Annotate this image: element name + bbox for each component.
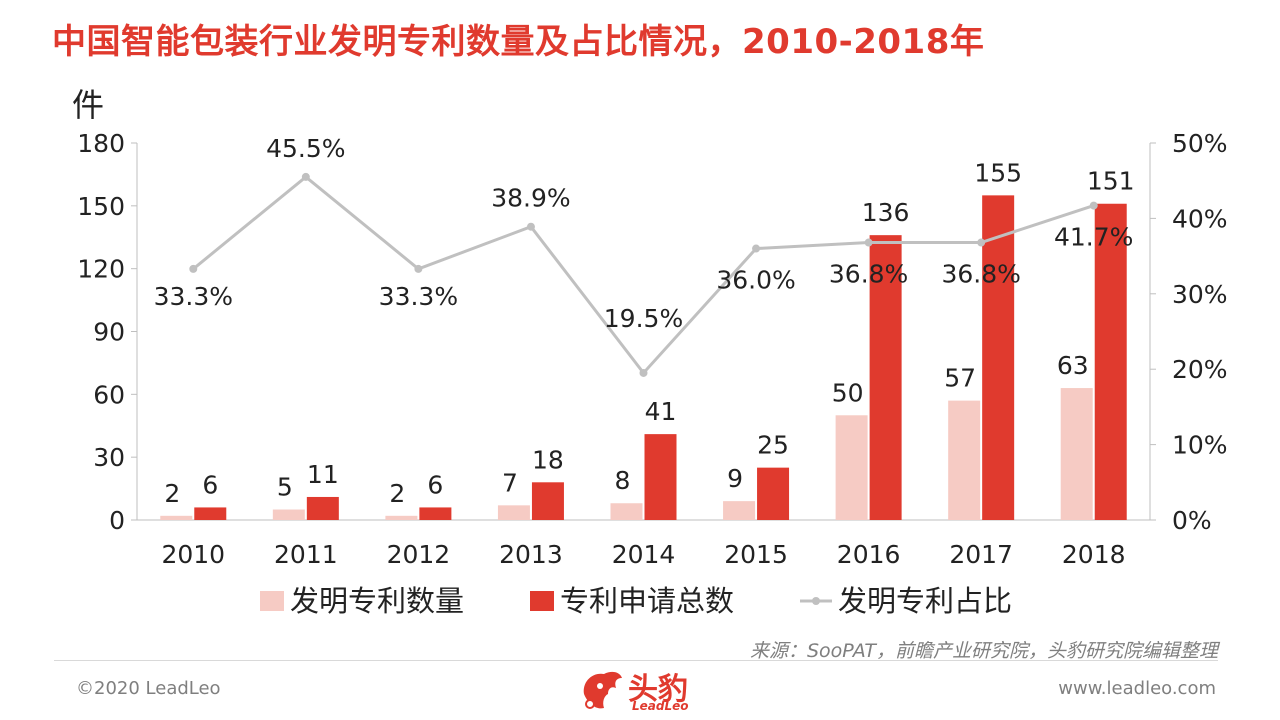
- bar-invention-patents: [497, 505, 530, 520]
- y2-tick-label: 10%: [1172, 431, 1228, 460]
- bar-label-invention: 8: [615, 466, 631, 495]
- bar-label-invention: 7: [502, 468, 518, 497]
- ratio-point: [639, 368, 648, 377]
- bar-label-total: 6: [427, 470, 443, 499]
- bar-label-total: 25: [757, 431, 789, 460]
- y2-tick-label: 20%: [1172, 355, 1228, 384]
- ratio-point: [752, 244, 761, 253]
- legend-label-ratio: 发明专利占比: [838, 584, 1012, 618]
- bar-total-applications: [194, 507, 227, 520]
- x-tick-label: 2016: [837, 540, 901, 569]
- chart-title: 中国智能包装行业发明专利数量及占比情况，2010-2018年: [52, 22, 985, 62]
- legend-swatch-invention: [260, 591, 284, 611]
- ratio-label: 36.0%: [716, 266, 795, 295]
- x-tick-label: 2011: [274, 540, 338, 569]
- legend-label-total: 专利申请总数: [560, 584, 734, 618]
- ratio-point: [414, 264, 423, 273]
- bar-label-invention: 63: [1057, 351, 1089, 380]
- y-unit-label: 件: [72, 86, 104, 124]
- leadleo-logo: 头豹 LeadLeo: [578, 664, 708, 718]
- bar-label-total: 6: [202, 470, 218, 499]
- bar-total-applications: [644, 434, 677, 520]
- bar-invention-patents: [723, 501, 756, 520]
- x-tick-label: 2012: [387, 540, 451, 569]
- x-tick-label: 2015: [724, 540, 788, 569]
- x-tick-label: 2017: [949, 540, 1013, 569]
- y-tick-label: 90: [93, 318, 125, 347]
- ratio-label: 38.9%: [491, 184, 570, 213]
- bar-invention-patents: [160, 515, 193, 520]
- ratio-label: 36.8%: [829, 260, 908, 289]
- x-tick-label: 2010: [161, 540, 225, 569]
- source-note: 来源：SooPAT，前瞻产业研究院，头豹研究院编辑整理: [749, 640, 1218, 662]
- footer-divider: [54, 660, 1218, 661]
- ratio-label: 33.3%: [154, 282, 233, 311]
- y-tick-label: 120: [77, 255, 125, 284]
- bar-label-invention: 5: [277, 473, 293, 502]
- bar-label-invention: 57: [944, 364, 976, 393]
- y-tick-label: 0: [109, 506, 125, 535]
- bar-label-total: 151: [1087, 167, 1135, 196]
- y2-tick-label: 40%: [1172, 204, 1228, 233]
- y-tick-label: 150: [77, 192, 125, 221]
- bar-label-total: 41: [645, 397, 677, 426]
- ratio-point: [977, 238, 986, 247]
- bar-label-invention: 50: [832, 378, 864, 407]
- y-tick-label: 30: [93, 443, 125, 472]
- bar-invention-patents: [835, 415, 868, 520]
- bar-invention-patents: [948, 400, 981, 520]
- bar-total-applications: [1094, 203, 1127, 520]
- ratio-point: [526, 222, 535, 231]
- copyright-text: ©2020 LeadLeo: [76, 678, 221, 699]
- bar-label-invention: 2: [389, 479, 405, 508]
- ratio-label: 33.3%: [379, 282, 458, 311]
- x-tick-label: 2013: [499, 540, 563, 569]
- bar-total-applications: [869, 235, 902, 520]
- bar-invention-patents: [272, 509, 305, 520]
- y2-tick-label: 30%: [1172, 280, 1228, 309]
- bar-invention-patents: [610, 503, 643, 520]
- y-tick-label: 60: [93, 380, 125, 409]
- bar-label-total: 136: [862, 198, 910, 227]
- bar-total-applications: [306, 496, 339, 520]
- legend-label-invention: 发明专利数量: [290, 584, 464, 618]
- logo-name: 头豹: [628, 672, 688, 707]
- bar-total-applications: [982, 195, 1015, 520]
- bar-label-invention: 9: [727, 464, 743, 493]
- ratio-point: [189, 264, 198, 273]
- x-tick-label: 2014: [612, 540, 676, 569]
- legend-swatch-total: [530, 591, 554, 611]
- ratio-point: [301, 172, 310, 181]
- bar-label-total: 18: [532, 445, 564, 474]
- logo-subtitle: LeadLeo: [632, 699, 689, 713]
- ratio-label: 41.7%: [1054, 223, 1133, 252]
- ratio-point: [1089, 201, 1098, 210]
- bar-total-applications: [531, 482, 564, 520]
- bar-label-total: 11: [307, 460, 339, 489]
- legend-swatch-ratio-point: [812, 597, 820, 605]
- ratio-point: [864, 238, 873, 247]
- ratio-label: 45.5%: [266, 134, 345, 163]
- bar-label-total: 155: [974, 158, 1022, 187]
- leopard-icon: [583, 671, 622, 709]
- bar-total-applications: [419, 507, 452, 520]
- bar-total-applications: [757, 467, 790, 520]
- bar-label-invention: 2: [164, 479, 180, 508]
- y-tick-label: 180: [77, 129, 125, 158]
- y2-tick-label: 50%: [1172, 129, 1228, 158]
- y2-tick-label: 0%: [1172, 506, 1212, 535]
- ratio-label: 19.5%: [604, 304, 683, 333]
- bar-invention-patents: [385, 515, 418, 520]
- website-link[interactable]: www.leadleo.com: [1058, 678, 1216, 699]
- ratio-label: 36.8%: [941, 260, 1020, 289]
- x-tick-label: 2018: [1062, 540, 1126, 569]
- bar-invention-patents: [1060, 388, 1093, 520]
